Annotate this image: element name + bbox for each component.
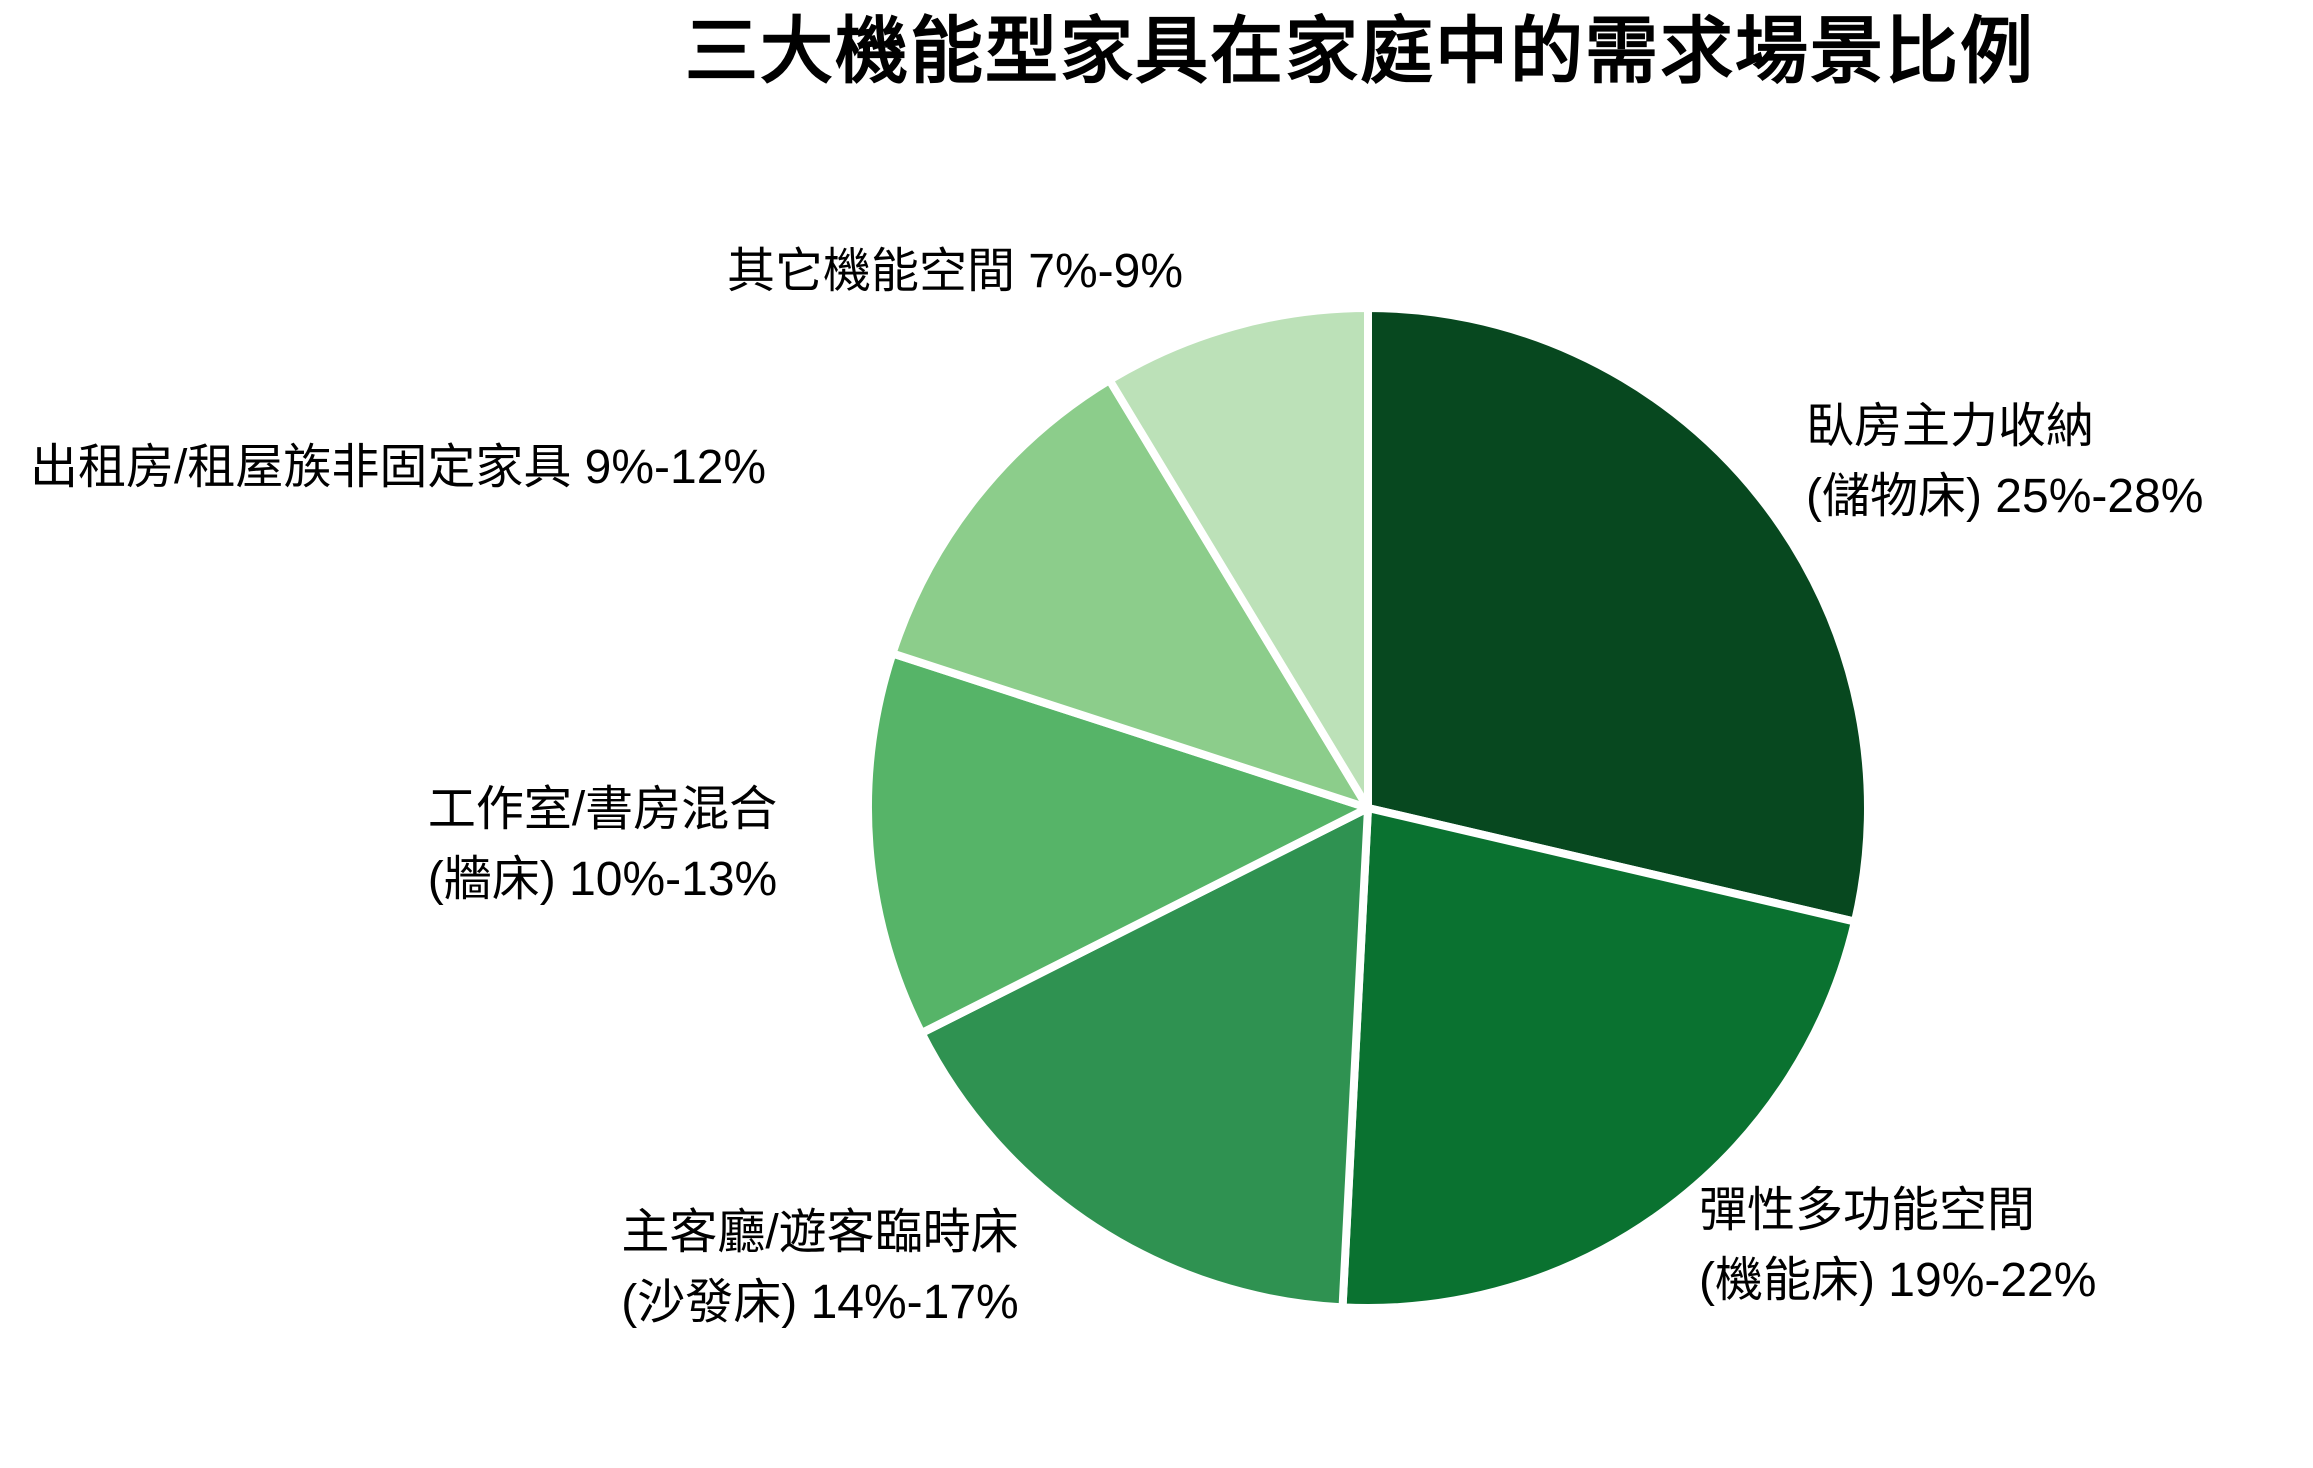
slice-label-line: 其它機能空間 7%-9% xyxy=(726,245,1184,298)
pie-slice-study-wall-bed xyxy=(864,649,1372,1038)
slice-label-line: 工作室/書房混合 xyxy=(427,783,778,836)
slice-label-line: (沙發床) 14%-17% xyxy=(621,1276,1019,1329)
slice-label-flex-multifunction-bed: 彈性多功能空間 (機能床) 19%-22% xyxy=(1699,1176,2096,1316)
slice-label-other-functional-space: 其它機能空間 7%-9% xyxy=(650,237,1260,307)
pie-slice-rental-mobile-furniture xyxy=(888,376,1372,812)
slice-label-line: 彈性多功能空間 xyxy=(1699,1184,2036,1237)
slice-label-study-wall-bed: 工作室/書房混合 (牆床) 10%-13% xyxy=(295,775,910,915)
slice-label-line: 出租房/租屋族非固定家具 9%-12% xyxy=(30,441,767,494)
slice-label-bedroom-storage-bed: 臥房主力收納 (儲物床) 25%-28% xyxy=(1806,392,2203,532)
pie-slice-livingroom-sofa-bed xyxy=(917,804,1372,1312)
pie-slice-flex-multifunction-bed xyxy=(1338,804,1859,1312)
pie-slice-other-functional-space xyxy=(1105,304,1372,812)
slice-label-line: (機能床) 19%-22% xyxy=(1699,1254,2097,1307)
slice-label-livingroom-sofa-bed: 主客廳/遊客臨時床 (沙發床) 14%-17% xyxy=(480,1198,1160,1338)
slice-label-rental-mobile-furniture: 出租房/租屋族非固定家具 9%-12% xyxy=(30,433,766,503)
pie-slice-bedroom-storage-bed xyxy=(1364,304,1872,926)
slice-label-line: (牆床) 10%-13% xyxy=(427,853,778,906)
chart-title: 三大機能型家具在家庭中的需求場景比例 xyxy=(685,11,2035,92)
slice-label-line: 主客廳/遊客臨時床 xyxy=(621,1206,1019,1259)
slice-label-line: (儲物床) 25%-28% xyxy=(1806,470,2204,523)
slice-label-line: 臥房主力收納 xyxy=(1806,400,2095,453)
